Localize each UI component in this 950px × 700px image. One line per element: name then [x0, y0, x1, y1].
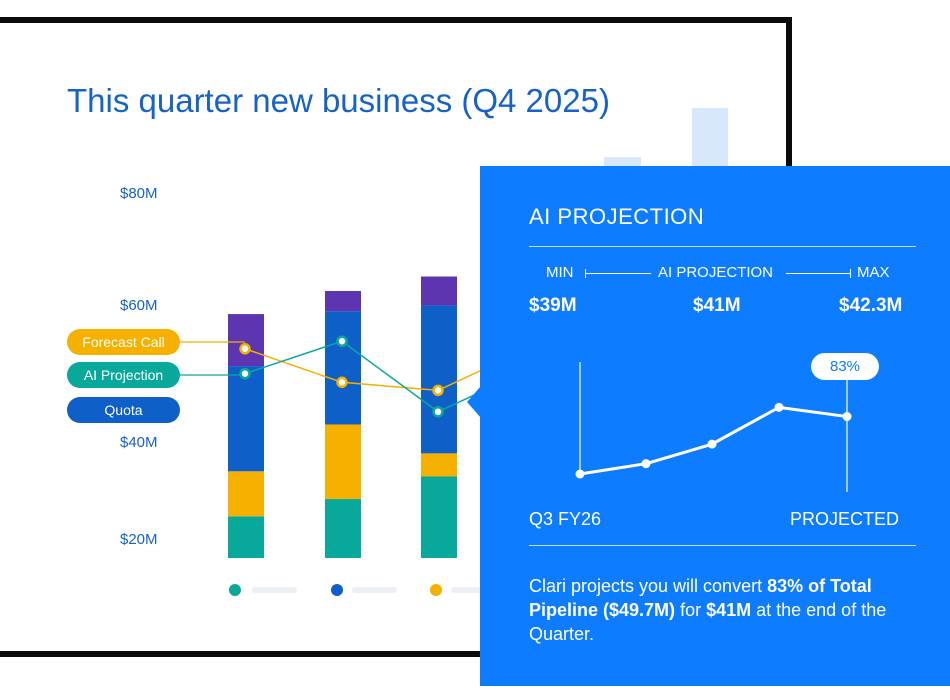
range-cap: [850, 269, 851, 278]
series-point[interactable]: [336, 335, 348, 347]
bar-segment[interactable]: [421, 476, 457, 558]
legend-pill-forecast-call[interactable]: Forecast Call: [67, 329, 180, 355]
range-mid-value: $41M: [693, 295, 741, 316]
bar-segment[interactable]: [421, 453, 457, 477]
series-point[interactable]: [432, 384, 444, 397]
legend-dot: [331, 584, 343, 596]
summary-text: Clari projects you will convert: [529, 576, 768, 596]
legend-placeholder-bar: [352, 587, 397, 593]
panel-pointer: [467, 386, 481, 418]
projection-summary: Clari projects you will convert 83% of T…: [529, 574, 919, 646]
legend-placeholder-bar: [451, 587, 481, 593]
series-point[interactable]: [239, 343, 251, 355]
range-min-label: MIN: [546, 264, 574, 281]
range-line: [585, 273, 651, 274]
range-mid-label: AI PROJECTION: [658, 264, 774, 281]
series-point[interactable]: [432, 406, 444, 418]
ai-projection-panel: AI PROJECTION MIN AI PROJECTION MAX $39M…: [467, 166, 950, 686]
axis-start-label: Q3 FY26: [529, 509, 602, 529]
summary-text: for: [675, 600, 707, 620]
bar-segment[interactable]: [325, 499, 361, 558]
y-tick-label: $40M: [120, 434, 158, 451]
summary-bold: 83% of Total Pipeline ($49.7M): [529, 576, 872, 620]
summary-text: at the end of the Quarter.: [529, 600, 887, 644]
bar-segment[interactable]: [421, 305, 457, 454]
background-bar: [692, 108, 728, 172]
range-max-label: MAX: [857, 264, 890, 281]
summary-bold: $41M: [706, 600, 752, 620]
series-point[interactable]: [239, 367, 251, 380]
bar-segment[interactable]: [325, 311, 361, 425]
bar-segment[interactable]: [228, 366, 264, 472]
legend-placeholder-bar: [252, 587, 297, 593]
range-line: [786, 273, 850, 274]
y-tick-label: $60M: [120, 297, 158, 314]
legend-pill-quota[interactable]: Quota: [67, 397, 180, 423]
y-tick-label: $80M: [120, 185, 158, 202]
bar-segment[interactable]: [228, 516, 264, 558]
legend-dot: [430, 584, 442, 596]
projection-mini-chart: [575, 362, 852, 492]
legend-dot: [229, 584, 241, 596]
y-tick-label: $20M: [120, 531, 158, 548]
range-max-value: $42.3M: [839, 295, 903, 316]
series-line: [244, 348, 493, 392]
mini-series-point: [842, 412, 852, 422]
divider: [529, 545, 916, 546]
percent-badge: 83%: [811, 353, 879, 380]
mini-series-point: [575, 469, 585, 479]
panel-title: AI PROJECTION: [529, 204, 705, 229]
range-min-value: $39M: [529, 295, 577, 316]
mini-series-point: [774, 402, 784, 412]
chart-title: This quarter new business (Q4 2025): [67, 82, 610, 119]
bar-segment[interactable]: [421, 276, 457, 306]
mini-series-point: [707, 439, 717, 449]
bar-segment[interactable]: [228, 314, 264, 367]
legend-pill-ai-projection[interactable]: AI Projection: [67, 362, 180, 388]
bar-segment[interactable]: [228, 471, 264, 517]
axis-end-label: PROJECTED: [790, 509, 900, 529]
bar-segment[interactable]: [325, 424, 361, 500]
mini-series-point: [641, 459, 651, 469]
series-line: [244, 340, 493, 413]
divider: [529, 246, 916, 247]
series-point[interactable]: [336, 376, 348, 389]
bar-segment[interactable]: [325, 290, 361, 312]
